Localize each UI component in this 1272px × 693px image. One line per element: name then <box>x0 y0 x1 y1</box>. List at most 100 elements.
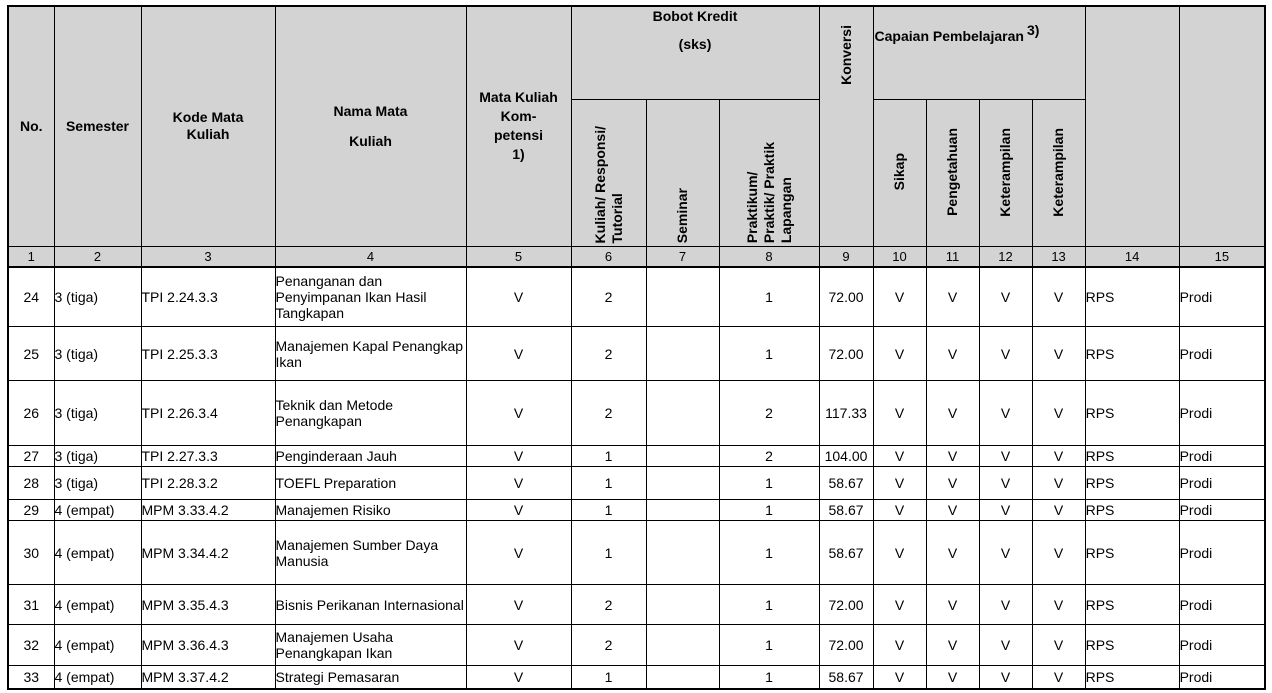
cell-no: 33 <box>7 665 55 689</box>
column-number: 3 <box>140 245 276 268</box>
cell-rps: RPS <box>1084 266 1180 327</box>
cell-kode-mata-kuliah: TPI 2.24.3.3 <box>140 266 276 327</box>
cell-nama-mata-kuliah: Teknik dan Metode Penangkapan <box>274 380 467 446</box>
praktikum-vertical-label: Praktikum/ Praktik/ Praktik Lapangan <box>743 142 794 244</box>
cell-no: 28 <box>7 466 55 500</box>
cell-semester: 3 (tiga) <box>53 266 142 327</box>
header-keterampilan-2: Keterampilan <box>1031 98 1086 247</box>
cell-pengetahuan: V <box>925 326 980 381</box>
cell-praktikum-sks: 1 <box>718 499 820 521</box>
cell-seminar-sks <box>645 380 720 446</box>
table-row: 26 3 (tiga) TPI 2.26.3.4 Teknik dan Metode … <box>7 380 1266 446</box>
cell-nama-mata-kuliah: Strategi Pemasaran <box>274 665 467 689</box>
column-number: 5 <box>465 245 572 268</box>
cell-nama-mata-kuliah: TOEFL Preparation <box>274 466 467 500</box>
cell-keterampilan-1: V <box>978 445 1033 467</box>
cell-rps: RPS <box>1084 520 1180 585</box>
cell-no: 25 <box>7 326 55 381</box>
sikap-vertical-label: Sikap <box>891 153 908 191</box>
cell-sikap: V <box>872 499 927 521</box>
table-row: 28 3 (tiga) TPI 2.28.3.2 TOEFL Preparation V… <box>7 466 1266 500</box>
cell-konversi: 58.67 <box>818 520 874 585</box>
column-number: 7 <box>645 245 720 268</box>
cell-kompetensi: V <box>465 466 572 500</box>
cell-praktikum-sks: 2 <box>718 380 820 446</box>
cell-pengetahuan: V <box>925 584 980 625</box>
cell-konversi: 72.00 <box>818 326 874 381</box>
cell-keterampilan-1: V <box>978 499 1033 521</box>
cell-konversi: 72.00 <box>818 266 874 327</box>
seminar-vertical-label: Seminar <box>674 188 690 244</box>
cell-kompetensi: V <box>465 326 572 381</box>
cell-kuliah-responsi-sks: 2 <box>570 380 647 446</box>
keterampilan-2-vertical-label: Keterampilan <box>1050 127 1067 217</box>
cell-prodi: Prodi <box>1178 520 1266 585</box>
cell-keterampilan-1: V <box>978 326 1033 381</box>
cell-semester: 3 (tiga) <box>53 466 142 500</box>
cell-kuliah-responsi-sks: 1 <box>570 445 647 467</box>
cell-kompetensi: V <box>465 624 572 666</box>
cell-rps: RPS <box>1084 466 1180 500</box>
column-number: 15 <box>1178 245 1266 268</box>
cell-semester: 4 (empat) <box>53 665 142 689</box>
column-number: 13 <box>1031 245 1086 268</box>
cell-prodi: Prodi <box>1178 326 1266 381</box>
cell-praktikum-sks: 1 <box>718 520 820 585</box>
column-number: 4 <box>274 245 467 268</box>
cell-prodi: Prodi <box>1178 665 1266 689</box>
cell-keterampilan-2: V <box>1031 665 1086 689</box>
cell-rps: RPS <box>1084 665 1180 689</box>
header-semester: Semester <box>53 5 142 247</box>
cell-konversi: 104.00 <box>818 445 874 467</box>
table-row: 31 4 (empat) MPM 3.35.4.3 Bisnis Perikanan … <box>7 584 1266 625</box>
keterampilan-1-vertical-label: Keterampilan <box>997 127 1014 217</box>
cell-kuliah-responsi-sks: 1 <box>570 665 647 689</box>
header-bobot-kredit-label: Bobot Kredit (sks) <box>652 8 738 52</box>
column-number: 11 <box>925 245 980 268</box>
cell-praktikum-sks: 1 <box>718 266 820 327</box>
cell-pengetahuan: V <box>925 445 980 467</box>
cell-rps: RPS <box>1084 326 1180 381</box>
cell-prodi: Prodi <box>1178 499 1266 521</box>
capaian-pembelajaran-label: Capaian Pembelajaran <box>874 28 1024 44</box>
cell-keterampilan-2: V <box>1031 499 1086 521</box>
cell-kode-mata-kuliah: TPI 2.28.3.2 <box>140 466 276 500</box>
cell-kode-mata-kuliah: MPM 3.34.4.2 <box>140 520 276 585</box>
cell-sikap: V <box>872 584 927 625</box>
cell-seminar-sks <box>645 584 720 625</box>
cell-keterampilan-2: V <box>1031 520 1086 585</box>
cell-semester: 4 (empat) <box>53 624 142 666</box>
cell-nama-mata-kuliah: Penginderaan Jauh <box>274 445 467 467</box>
cell-semester: 3 (tiga) <box>53 445 142 467</box>
cell-nama-mata-kuliah: Manajemen Risiko <box>274 499 467 521</box>
cell-no: 31 <box>7 584 55 625</box>
table-row: 29 4 (empat) MPM 3.33.4.2 Manajemen Risiko V… <box>7 499 1266 521</box>
cell-pengetahuan: V <box>925 466 980 500</box>
cell-seminar-sks <box>645 499 720 521</box>
table-row: 24 3 (tiga) TPI 2.24.3.3 Penanganan dan Pen… <box>7 266 1266 327</box>
cell-no: 24 <box>7 266 55 327</box>
cell-semester: 3 (tiga) <box>53 326 142 381</box>
column-number: 8 <box>718 245 820 268</box>
pengetahuan-vertical-label: Pengetahuan <box>944 128 961 216</box>
table-row: 33 4 (empat) MPM 3.37.4.2 Strategi Pemasara… <box>7 665 1266 689</box>
header-nama-mata-kuliah: Nama Mata Kuliah <box>274 5 467 247</box>
cell-praktikum-sks: 1 <box>718 665 820 689</box>
cell-praktikum-sks: 2 <box>718 445 820 467</box>
cell-kompetensi: V <box>465 266 572 327</box>
cell-seminar-sks <box>645 326 720 381</box>
column-number: 12 <box>978 245 1033 268</box>
cell-kuliah-responsi-sks: 1 <box>570 520 647 585</box>
cell-rps: RPS <box>1084 584 1180 625</box>
header-pengetahuan: Pengetahuan <box>925 98 980 247</box>
cell-konversi: 117.33 <box>818 380 874 446</box>
cell-keterampilan-2: V <box>1031 584 1086 625</box>
cell-kode-mata-kuliah: TPI 2.25.3.3 <box>140 326 276 381</box>
cell-praktikum-sks: 1 <box>718 326 820 381</box>
cell-keterampilan-1: V <box>978 380 1033 446</box>
cell-sikap: V <box>872 445 927 467</box>
cell-kode-mata-kuliah: MPM 3.35.4.3 <box>140 584 276 625</box>
table-header: No. Semester Kode Mata Kuliah Nama Mata … <box>7 5 1266 268</box>
cell-praktikum-sks: 1 <box>718 584 820 625</box>
cell-prodi: Prodi <box>1178 380 1266 446</box>
